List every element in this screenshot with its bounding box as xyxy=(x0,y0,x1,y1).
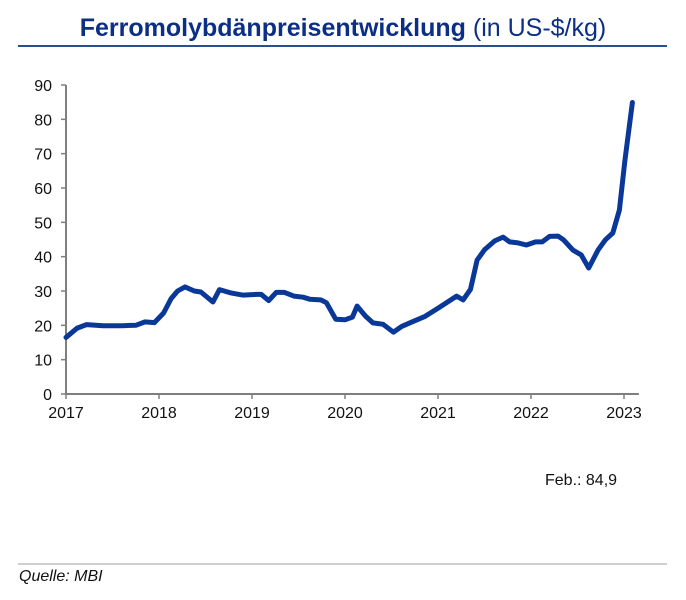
footer-divider xyxy=(18,563,667,565)
y-tick-label: 80 xyxy=(34,112,52,129)
y-tick-label: 90 xyxy=(34,78,52,95)
y-tick-label: 60 xyxy=(34,181,52,198)
y-tick-label: 70 xyxy=(34,147,52,164)
x-tick-label: 2018 xyxy=(141,405,177,422)
y-tick-label: 40 xyxy=(34,250,52,267)
y-tick-label: 30 xyxy=(34,284,52,301)
x-tick-label: 2017 xyxy=(48,405,84,422)
source-note: Quelle: MBI xyxy=(19,568,103,585)
x-tick-label: 2020 xyxy=(327,405,363,422)
chart-title-unit: (in US-$/kg) xyxy=(472,14,607,42)
y-tick-label: 0 xyxy=(43,387,52,404)
x-tick-label: 2019 xyxy=(234,405,270,422)
y-tick-label: 10 xyxy=(34,353,52,370)
chart-title-main: Ferromolybdänpreisentwicklung xyxy=(79,14,466,42)
y-axis: 0 10 20 30 40 50 60 70 80 90 xyxy=(34,78,67,404)
y-tick-label: 50 xyxy=(34,215,52,232)
x-tick-label: 2022 xyxy=(513,405,549,422)
price-line xyxy=(63,100,635,340)
chart-title: Ferromolybdänpreisentwicklung (in US-$/k… xyxy=(0,14,686,43)
x-tick-label: 2023 xyxy=(606,405,642,422)
title-divider xyxy=(18,45,667,47)
latest-value-annotation: Feb.: 84,9 xyxy=(545,472,618,489)
y-tick-label: 20 xyxy=(34,318,52,335)
x-tick-label: 2021 xyxy=(420,405,456,422)
x-axis: 2017 2018 2019 2020 2021 2022 2023 xyxy=(48,393,642,422)
